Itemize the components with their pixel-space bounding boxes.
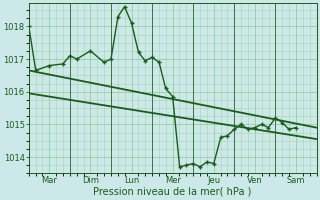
X-axis label: Pression niveau de la mer( hPa ): Pression niveau de la mer( hPa ) — [93, 187, 252, 197]
